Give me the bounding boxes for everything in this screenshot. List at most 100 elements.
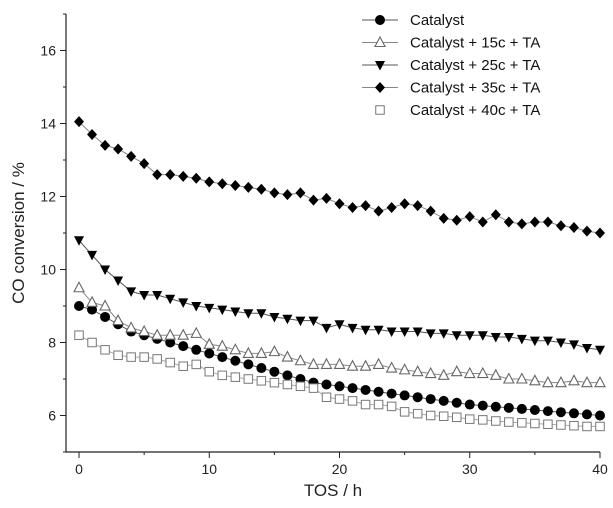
data-point [372,357,385,369]
data-point [178,361,188,371]
data-point [217,352,228,363]
data-point [321,392,332,402]
data-point [399,327,410,338]
legend-marker [375,15,385,25]
data-point [230,307,241,317]
data-point [464,331,475,341]
x-tick-label: 20 [332,461,348,477]
series-2 [73,281,606,388]
data-point [242,346,255,359]
data-point [269,377,280,388]
data-point [243,359,254,370]
data-point [373,399,384,410]
data-point [138,324,151,337]
data-point [477,400,488,411]
data-point [477,331,488,341]
data-point [373,386,384,397]
data-point [282,370,293,381]
data-point [243,309,254,319]
data-point [412,327,423,338]
data-point [425,394,436,405]
data-point [269,366,280,377]
data-point [204,176,215,188]
data-point [556,420,566,430]
data-point [164,328,177,340]
data-point [451,412,462,423]
x-tick-label: 10 [201,461,217,477]
legend-entry: Catalyst + 15c + TA [362,35,540,52]
data-point [178,341,189,352]
data-point [555,407,566,418]
data-point [191,302,202,312]
data-point [139,291,150,301]
data-point [152,291,163,301]
data-point [217,370,228,381]
data-point [399,407,410,417]
data-point [87,128,98,140]
data-point [528,374,541,386]
data-point [568,374,580,386]
data-point [230,180,241,192]
data-point [399,198,410,210]
data-point [269,312,280,323]
data-point [139,158,150,170]
data-point [412,200,423,212]
data-point [478,415,488,425]
data-point [217,178,228,190]
data-point [295,381,306,392]
data-point [139,352,149,362]
data-point [113,276,124,286]
data-point [347,396,358,406]
data-point [268,344,281,357]
data-point [334,381,345,392]
data-point [229,343,242,355]
data-point [516,403,527,414]
data-point [595,421,605,432]
data-point [126,287,137,297]
data-point [451,397,462,408]
legend-entry: Catalyst + 25c + TA [362,57,540,74]
data-point [165,294,176,305]
data-point [360,384,371,395]
data-point [438,329,449,339]
data-point [177,328,190,340]
data-point [516,218,527,230]
data-point [515,372,528,384]
series-5 [74,330,605,432]
data-point [503,333,514,343]
data-point [113,143,124,155]
data-point [217,305,228,316]
data-point [125,321,138,333]
data-point [437,368,450,380]
data-point [243,374,254,384]
y-axis-title: CO conversion / % [9,162,28,304]
series-layer [73,116,606,432]
data-point [529,216,540,228]
data-point [321,379,332,390]
data-point [373,205,384,217]
data-point [451,214,462,226]
data-point [595,410,605,421]
data-point [424,366,437,379]
data-point [256,363,267,374]
data-point [360,399,371,410]
data-point [126,352,136,362]
data-point [489,368,502,380]
legend-marker [375,61,385,71]
data-point [529,336,540,347]
data-point [295,374,306,384]
data-point [411,365,424,377]
data-point [438,395,449,406]
data-point [204,366,215,377]
data-point [594,375,606,388]
data-point [490,333,501,343]
data-point [307,357,320,369]
data-point [490,209,501,221]
data-point [126,150,137,162]
data-point [100,345,110,355]
data-point [347,323,358,334]
data-point [100,265,111,275]
data-point [425,205,436,217]
data-point [73,281,85,293]
data-point [178,170,189,182]
